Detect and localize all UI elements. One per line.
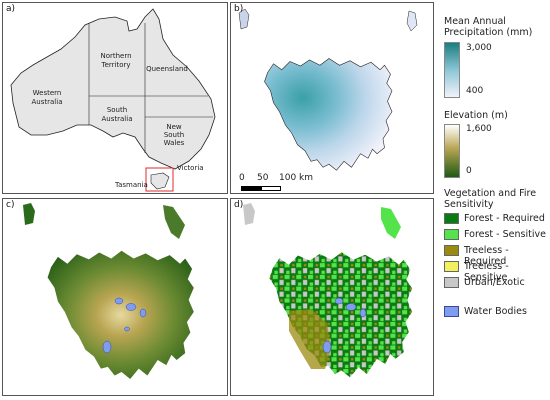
flinders-island-vegetation [381,207,401,239]
water-swatch [444,306,459,317]
veg-swatch-urban-exotic [444,277,459,288]
region-labels: Western Australia Northern Territory Queen… [32,52,204,189]
veg-label-urban-exotic: Urban/Exotic [464,277,525,288]
veg-swatch-forest-required [444,213,459,224]
panel-d-label: d) [234,200,244,210]
panel-b-precipitation-map: b) 0 50 100 km [230,2,434,194]
scale-tick-100: 100 km [279,173,314,183]
elevation-min-label: 0 [466,166,472,176]
water-label: Water Bodies [464,306,527,317]
precip-colorbar [444,42,460,98]
precip-max-label: 3,000 [466,43,492,53]
panel-d-vegetation-map: d) [230,198,434,396]
scale-tick-0: 0 [239,173,245,183]
veg-label-forest-required: Forest - Required [464,213,545,224]
label-new-south-wales: New South Wales [164,123,185,147]
veg-swatch-treeless-sensitive [444,261,459,272]
scale-bar: 0 50 100 km [239,173,319,193]
veg-label-treeless-required: Treeless - Required [464,245,509,267]
australia-map: Western Australia Northern Territory Queen… [10,8,216,192]
vegetation-legend-title: Vegetation and Fire Sensitivity [444,188,537,210]
treeless-southwest [289,309,331,369]
king-island-vegetation [243,203,255,225]
scale-bar-black [241,186,261,191]
veg-label-forest-sensitive: Forest - Sensitive [464,229,546,240]
veg-swatch-forest-sensitive [444,229,459,240]
elevation-legend-title: Elevation (m) [444,110,508,121]
panel-c-label: c) [6,200,15,210]
label-south-australia: South Australia [102,106,133,123]
panel-c-elevation-map: c) [2,198,228,396]
label-victoria: Victoria [177,164,204,172]
panel-a-label: a) [6,4,16,14]
panel-a-australia-map: a) Western Australia Northern Territory Qu… [2,2,228,194]
water-bodies-d [322,297,367,354]
tasmania-highlight-box [145,167,174,192]
vegetation-map [243,203,413,378]
scale-tick-50: 50 [257,173,269,183]
label-northern-territory: Northern Territory [100,52,131,69]
king-island-elevation [23,203,35,225]
panel-b-label: b) [234,4,244,14]
tasmania-inset [150,172,170,190]
flinders-island [406,10,418,32]
elevation-max-label: 1,600 [466,124,492,134]
elevation-colorbar [444,124,460,178]
veg-label-treeless-sensitive: Treeless - Sensitive [464,261,509,283]
precipitation-map [238,8,418,171]
legend: Mean Annual Precipitation (mm) 3,000 400… [438,2,550,398]
label-tasmania: Tasmania [114,181,148,189]
flinders-island-elevation [163,205,185,239]
australia-mainland [10,8,216,170]
precip-min-label: 400 [466,86,484,96]
precip-legend-title: Mean Annual Precipitation (mm) [444,16,533,38]
scale-bar-white [261,186,281,191]
veg-swatch-treeless-required [444,245,459,256]
label-western-australia: Western Australia [32,89,63,106]
label-queensland: Queensland [146,65,188,73]
king-island [238,8,250,30]
elevation-map [23,203,194,379]
water-bodies-c [102,297,147,354]
